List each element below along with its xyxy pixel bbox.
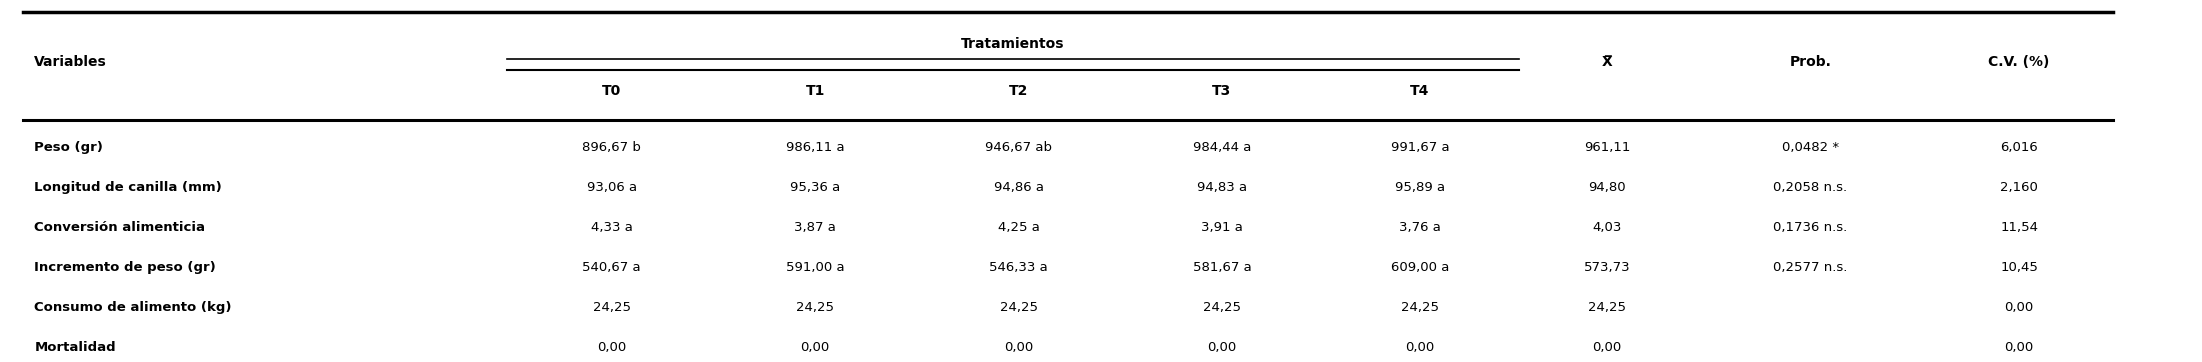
Text: 4,03: 4,03 (1592, 221, 1621, 234)
Text: 961,11: 961,11 (1583, 141, 1629, 154)
Text: 986,11 a: 986,11 a (786, 141, 843, 154)
Text: 0,1736 n.s.: 0,1736 n.s. (1773, 221, 1847, 234)
Text: 3,91 a: 3,91 a (1200, 221, 1242, 234)
Text: 11,54: 11,54 (1999, 221, 2039, 234)
Text: 0,00: 0,00 (597, 341, 625, 354)
Text: 0,00: 0,00 (802, 341, 830, 354)
Text: 94,86 a: 94,86 a (993, 181, 1044, 194)
Text: 95,89 a: 95,89 a (1394, 181, 1445, 194)
Text: T0: T0 (601, 84, 621, 98)
Text: 0,00: 0,00 (2004, 301, 2035, 314)
Text: Longitud de canilla (mm): Longitud de canilla (mm) (35, 181, 222, 194)
Text: 984,44 a: 984,44 a (1193, 141, 1251, 154)
Text: T4: T4 (1409, 84, 1429, 98)
Text: 0,0482 *: 0,0482 * (1781, 141, 1839, 154)
Text: 2,160: 2,160 (1999, 181, 2039, 194)
Text: 24,25: 24,25 (797, 301, 835, 314)
Text: Peso (gr): Peso (gr) (35, 141, 103, 154)
Text: Consumo de alimento (kg): Consumo de alimento (kg) (35, 301, 231, 314)
Text: 991,67 a: 991,67 a (1392, 141, 1449, 154)
Text: 0,00: 0,00 (1207, 341, 1238, 354)
Text: 946,67 ab: 946,67 ab (984, 141, 1053, 154)
Text: 4,33 a: 4,33 a (590, 221, 632, 234)
Text: Mortalidad: Mortalidad (35, 341, 117, 354)
Text: 93,06 a: 93,06 a (586, 181, 636, 194)
Text: 24,25: 24,25 (1000, 301, 1037, 314)
Text: 896,67 b: 896,67 b (581, 141, 641, 154)
Text: 0,2577 n.s.: 0,2577 n.s. (1773, 261, 1847, 274)
Text: 94,80: 94,80 (1588, 181, 1625, 194)
Text: 4,25 a: 4,25 a (998, 221, 1039, 234)
Text: 95,36 a: 95,36 a (791, 181, 841, 194)
Text: 0,00: 0,00 (1592, 341, 1621, 354)
Text: T2: T2 (1009, 84, 1028, 98)
Text: 573,73: 573,73 (1583, 261, 1629, 274)
Text: Conversión alimenticia: Conversión alimenticia (35, 221, 205, 234)
Text: Incremento de peso (gr): Incremento de peso (gr) (35, 261, 216, 274)
Text: T1: T1 (806, 84, 826, 98)
Text: C.V. (%): C.V. (%) (1988, 55, 2050, 70)
Text: 0,00: 0,00 (2004, 341, 2035, 354)
Text: 24,25: 24,25 (1202, 301, 1242, 314)
Text: 609,00 a: 609,00 a (1392, 261, 1449, 274)
Text: 546,33 a: 546,33 a (989, 261, 1048, 274)
Text: 24,25: 24,25 (592, 301, 630, 314)
Text: X̅: X̅ (1601, 55, 1612, 70)
Text: 0,00: 0,00 (1405, 341, 1434, 354)
Text: 581,67 a: 581,67 a (1193, 261, 1251, 274)
Text: Variables: Variables (35, 55, 108, 70)
Text: 0,2058 n.s.: 0,2058 n.s. (1773, 181, 1847, 194)
Text: 24,25: 24,25 (1588, 301, 1625, 314)
Text: 540,67 a: 540,67 a (581, 261, 641, 274)
Text: 3,76 a: 3,76 a (1398, 221, 1440, 234)
Text: 24,25: 24,25 (1400, 301, 1438, 314)
Text: T3: T3 (1213, 84, 1231, 98)
Text: Prob.: Prob. (1790, 55, 1832, 70)
Text: 6,016: 6,016 (1999, 141, 2039, 154)
Text: 94,83 a: 94,83 a (1198, 181, 1246, 194)
Text: 3,87 a: 3,87 a (795, 221, 837, 234)
Text: 10,45: 10,45 (1999, 261, 2039, 274)
Text: 0,00: 0,00 (1004, 341, 1033, 354)
Text: 591,00 a: 591,00 a (786, 261, 843, 274)
Text: Tratamientos: Tratamientos (962, 38, 1066, 51)
